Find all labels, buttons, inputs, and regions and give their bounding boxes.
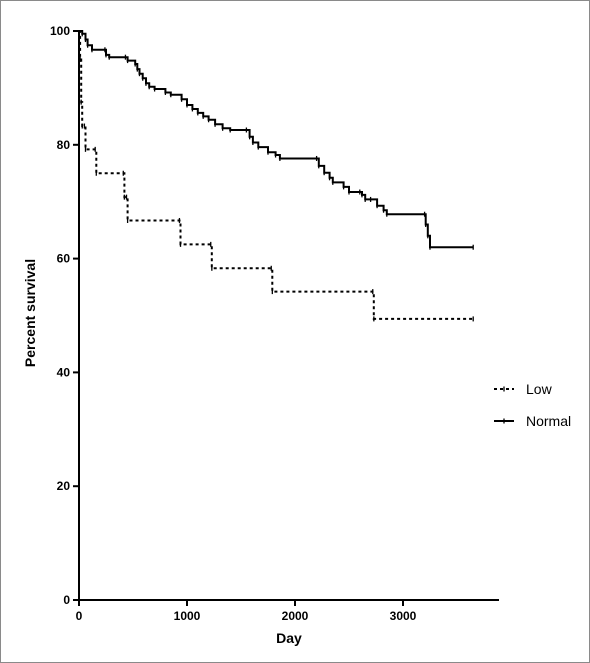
legend-label-low: Low [526, 381, 553, 397]
y-tick-label-20: 20 [57, 479, 71, 493]
x-tick-label-2000: 2000 [282, 609, 309, 623]
y-tick-label-100: 100 [50, 24, 70, 38]
y-tick-label-60: 60 [57, 252, 71, 266]
legend-label-normal: Normal [526, 413, 571, 429]
y-tick-label-80: 80 [57, 138, 71, 152]
series-line-normal [79, 30, 474, 249]
y-axis-title: Percent survival [22, 259, 38, 367]
y-tick-label-0: 0 [63, 593, 70, 607]
x-tick-label-1000: 1000 [174, 609, 201, 623]
y-tick-label-40: 40 [57, 365, 71, 379]
axes [78, 31, 499, 601]
x-tick-label-3000: 3000 [390, 609, 417, 623]
series-line-low [79, 30, 474, 320]
series-layer [79, 30, 474, 322]
x-tick-label-0: 0 [76, 609, 83, 623]
x-axis-title: Day [276, 630, 302, 646]
legend: Low Normal [494, 381, 571, 429]
